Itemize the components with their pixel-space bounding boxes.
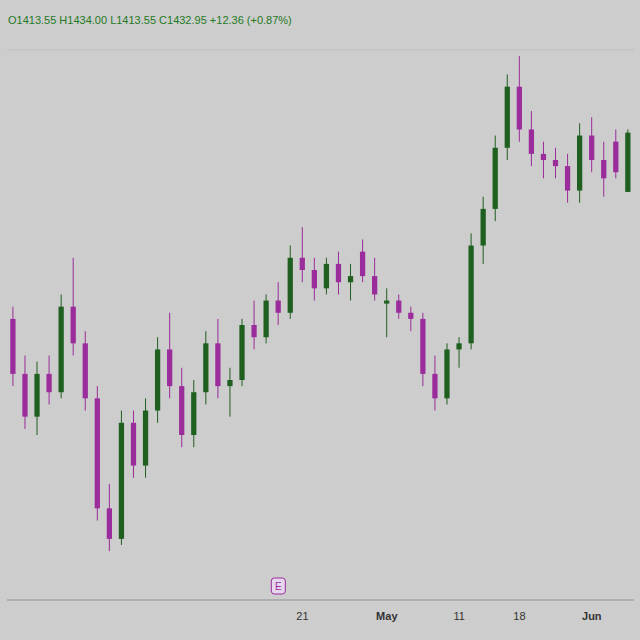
html-text:O1413.55 H1434.00 L1413.55 C14: O1413.55 H1434.00 L1413.55 C1432.95 +12.…	[8, 14, 292, 26]
svg-text:18: 18	[513, 610, 525, 622]
svg-text:21: 21	[296, 610, 308, 622]
svg-text:E: E	[275, 581, 282, 592]
svg-text:11: 11	[453, 610, 464, 622]
svg-text:Jun: Jun	[582, 610, 602, 622]
svg-text:May: May	[376, 610, 398, 622]
